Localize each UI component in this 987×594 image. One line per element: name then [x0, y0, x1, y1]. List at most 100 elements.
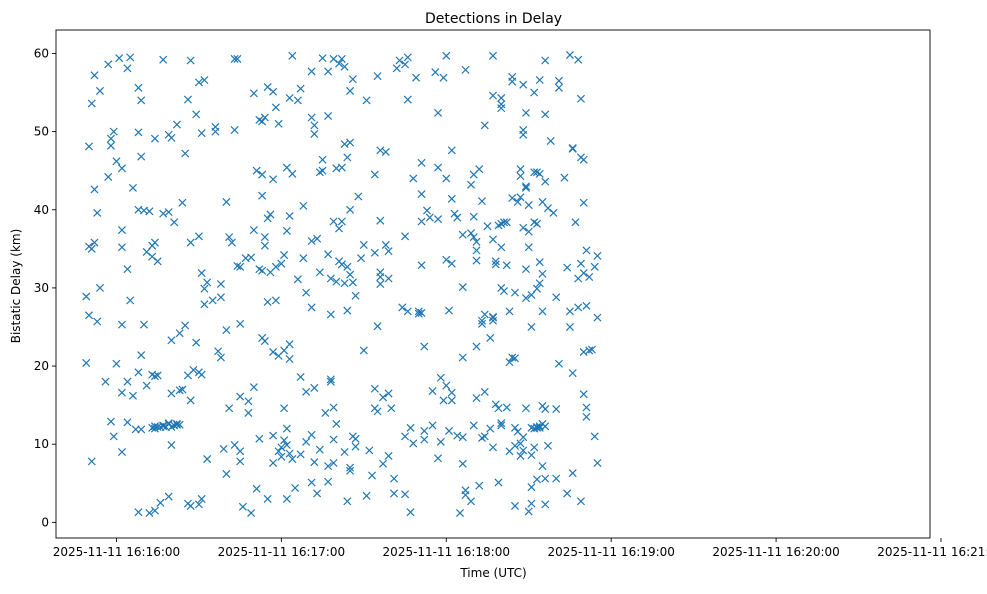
data-point: [142, 381, 151, 390]
data-point: [282, 424, 291, 433]
y-tick-label: 50: [34, 125, 49, 139]
data-point: [368, 471, 377, 480]
data-point: [216, 353, 225, 362]
data-point: [247, 508, 256, 518]
data-point: [222, 469, 231, 478]
data-point: [153, 257, 162, 266]
data-point: [90, 71, 99, 80]
data-point: [117, 448, 126, 457]
data-point: [271, 262, 280, 271]
x-tick-label: 2025-11-11 16:21:00: [877, 545, 987, 559]
data-point: [211, 127, 220, 136]
data-point: [123, 265, 132, 274]
data-point: [401, 232, 410, 241]
data-point: [288, 169, 297, 178]
data-point: [337, 163, 346, 172]
data-point: [447, 396, 456, 405]
data-point: [579, 155, 588, 164]
y-axis: 0 10 20 30 40 50 60: [34, 46, 56, 529]
x-axis-label: Time (UTC): [459, 566, 526, 580]
data-point: [269, 175, 278, 184]
data-point: [541, 422, 550, 431]
data-point: [519, 130, 528, 139]
data-point: [409, 439, 418, 448]
data-point: [381, 147, 390, 156]
data-point: [313, 234, 322, 243]
data-point: [354, 192, 363, 201]
data-point: [269, 347, 278, 357]
data-point: [406, 508, 415, 517]
data-point: [434, 215, 443, 224]
data-point: [554, 359, 563, 368]
data-point: [535, 423, 544, 432]
data-point: [337, 54, 346, 63]
data-point: [82, 358, 91, 367]
data-point: [488, 313, 498, 322]
data-point: [351, 434, 360, 443]
data-point: [431, 68, 440, 77]
data-point: [260, 241, 269, 250]
data-point: [541, 474, 550, 483]
data-point: [324, 477, 333, 486]
data-point: [469, 421, 478, 430]
data-point: [197, 494, 206, 503]
data-point: [172, 419, 181, 428]
data-point: [313, 489, 322, 498]
data-point: [458, 433, 467, 442]
data-point: [376, 279, 385, 289]
data-point: [373, 322, 382, 331]
data-point: [425, 213, 434, 222]
data-point: [258, 117, 267, 126]
data-point: [307, 430, 316, 439]
data-point: [384, 451, 393, 460]
data-point: [167, 133, 176, 142]
data-point: [510, 441, 520, 450]
data-point: [497, 243, 506, 252]
data-point: [112, 157, 121, 166]
data-point: [252, 484, 261, 493]
data-point: [563, 263, 572, 272]
data-point: [150, 134, 159, 143]
x-tick-label: 2025-11-11 16:20:00: [712, 545, 839, 559]
data-point: [326, 377, 335, 386]
data-point: [255, 434, 264, 443]
data-point: [576, 94, 585, 103]
data-point: [434, 108, 443, 117]
data-point: [524, 227, 533, 236]
data-point: [150, 506, 159, 515]
data-point: [508, 353, 517, 362]
data-point: [337, 260, 346, 269]
data-point: [310, 129, 319, 138]
data-point: [458, 283, 467, 292]
data-point: [585, 272, 594, 281]
data-point: [164, 492, 173, 501]
x-tick-label: 2025-11-11 16:18:00: [383, 545, 510, 559]
data-point: [420, 426, 429, 435]
data-point: [145, 508, 154, 518]
data-point: [445, 306, 454, 315]
data-point: [403, 53, 412, 62]
data-point: [181, 321, 190, 330]
data-point: [329, 435, 338, 444]
data-point: [329, 217, 338, 226]
data-point: [535, 75, 544, 85]
data-point: [296, 372, 305, 382]
data-point: [442, 174, 451, 183]
data-point: [186, 56, 195, 65]
data-point: [497, 419, 506, 428]
data-point: [266, 210, 275, 219]
data-point: [362, 96, 371, 105]
data-point: [310, 121, 319, 130]
data-point: [106, 417, 115, 426]
data-point: [230, 54, 239, 63]
data-point: [178, 198, 187, 207]
data-point: [271, 296, 280, 305]
data-point: [326, 375, 335, 384]
data-point: [318, 166, 327, 175]
data-point: [497, 100, 506, 109]
data-point: [156, 498, 165, 507]
data-point: [395, 56, 404, 65]
data-point: [565, 322, 574, 332]
data-point: [390, 474, 399, 483]
